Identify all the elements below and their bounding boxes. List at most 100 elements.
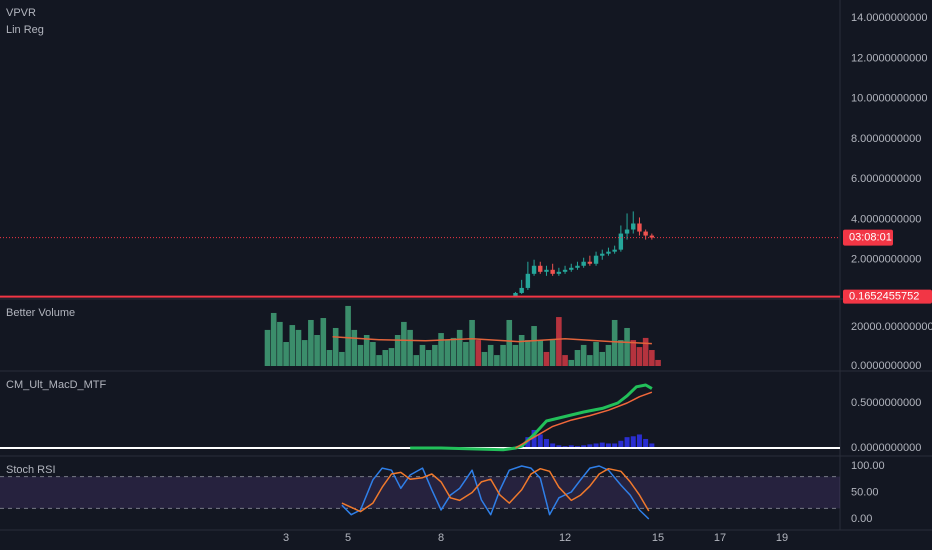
histogram-bar	[612, 443, 618, 448]
volume-bar	[326, 350, 333, 367]
indicator-line	[341, 467, 650, 513]
x-tick-label: 15	[652, 532, 664, 544]
volume-bar	[394, 334, 401, 367]
histogram-bar	[618, 440, 624, 448]
volume-bar	[339, 351, 345, 367]
countdown-box	[843, 229, 893, 246]
volume-bar	[580, 344, 587, 367]
indicator-label: Stoch RSI	[6, 464, 56, 476]
volume-bar	[270, 312, 277, 367]
volume-bar	[301, 340, 308, 367]
histogram-bar	[624, 437, 630, 448]
candle-body	[562, 269, 568, 272]
candle-body	[643, 231, 648, 236]
volume-bar	[518, 334, 525, 367]
candle-body	[550, 269, 555, 274]
volume-bar	[593, 342, 599, 367]
countdown: 03:08:01	[849, 231, 892, 243]
volume-bar	[649, 350, 655, 367]
candle-body	[624, 229, 630, 234]
candle-body	[606, 251, 611, 254]
volume-bar	[537, 340, 544, 367]
y-tick-label: 0.0000000000	[851, 442, 921, 454]
candle-body	[556, 271, 562, 274]
candle-body	[612, 249, 617, 252]
volume-bar	[370, 342, 376, 367]
candle-body	[631, 223, 636, 230]
volume-bar	[401, 321, 407, 367]
candle-body	[531, 265, 537, 274]
histogram-bar	[605, 443, 611, 448]
volume-bar	[655, 359, 661, 367]
y-tick-label: 8.0000000000	[851, 133, 921, 145]
indicator-line	[515, 391, 653, 449]
support-price: 0.1652455752	[849, 291, 919, 303]
histogram-bar	[636, 434, 642, 448]
volume-bar	[618, 340, 624, 367]
volume-bar	[413, 355, 420, 367]
volume-bar	[481, 351, 488, 367]
volume-bar	[308, 319, 314, 367]
volume-bar	[574, 350, 581, 367]
volume-bar	[432, 344, 438, 367]
volume-bar	[636, 347, 643, 367]
candle-body	[593, 255, 599, 264]
volume-bar	[543, 351, 550, 367]
y-tick-label: 0.00	[851, 513, 872, 525]
candle-body	[600, 253, 605, 256]
histogram-bar	[568, 445, 574, 448]
volume-bar	[345, 305, 351, 367]
histogram-bar	[531, 429, 537, 448]
y-tick-label: 10.0000000000	[851, 93, 927, 105]
volume-bar	[605, 344, 612, 367]
y-tick-label: 0.0000000000	[851, 360, 921, 372]
x-tick-label: 8	[438, 532, 444, 544]
volume-bar	[351, 329, 358, 367]
histogram-bar	[599, 442, 605, 448]
indicator-label: CM_Ult_MacD_MTF	[6, 379, 107, 391]
volume-bar	[407, 329, 413, 367]
volume-bar	[289, 325, 296, 367]
histogram-bar	[643, 438, 649, 448]
volume-bar	[357, 344, 364, 367]
indicator-label: Lin Reg	[6, 24, 44, 36]
candle-body	[618, 233, 624, 250]
volume-bar	[487, 344, 494, 367]
volume-bar	[611, 319, 618, 367]
volume-bar	[549, 340, 556, 367]
y-tick-label: 100.00	[851, 460, 885, 472]
volume-bar	[531, 326, 537, 367]
x-tick-label: 19	[776, 532, 788, 544]
histogram-bar	[543, 438, 549, 448]
volume-bar	[500, 344, 506, 367]
volume-bar	[556, 317, 562, 367]
volume-bar	[624, 327, 630, 367]
volume-bar	[525, 340, 531, 367]
candle-body	[538, 265, 543, 272]
candle-body	[649, 235, 655, 238]
y-tick-label: 50.00	[851, 486, 879, 498]
volume-bar	[388, 348, 395, 367]
volume-bar	[512, 344, 519, 367]
volume-bar	[264, 329, 271, 367]
volume-bar	[494, 355, 500, 367]
candle-body	[637, 223, 642, 232]
y-tick-label: 0.5000000000	[851, 397, 921, 409]
x-tick-label: 3	[283, 532, 289, 544]
volume-bar	[320, 318, 327, 367]
volume-bar	[450, 337, 457, 367]
histogram-bar	[581, 445, 587, 448]
x-tick-label: 5	[345, 532, 351, 544]
histogram-bar	[556, 445, 562, 448]
indicator-line	[332, 336, 652, 345]
y-tick-label: 12.0000000000	[851, 52, 927, 64]
volume-bar	[382, 350, 389, 367]
volume-bar	[295, 329, 302, 367]
indicator-label: Better Volume	[6, 307, 75, 319]
volume-bar	[314, 334, 320, 367]
support-box	[843, 289, 932, 304]
histogram-bar	[649, 443, 655, 448]
histogram-bar	[587, 444, 593, 448]
